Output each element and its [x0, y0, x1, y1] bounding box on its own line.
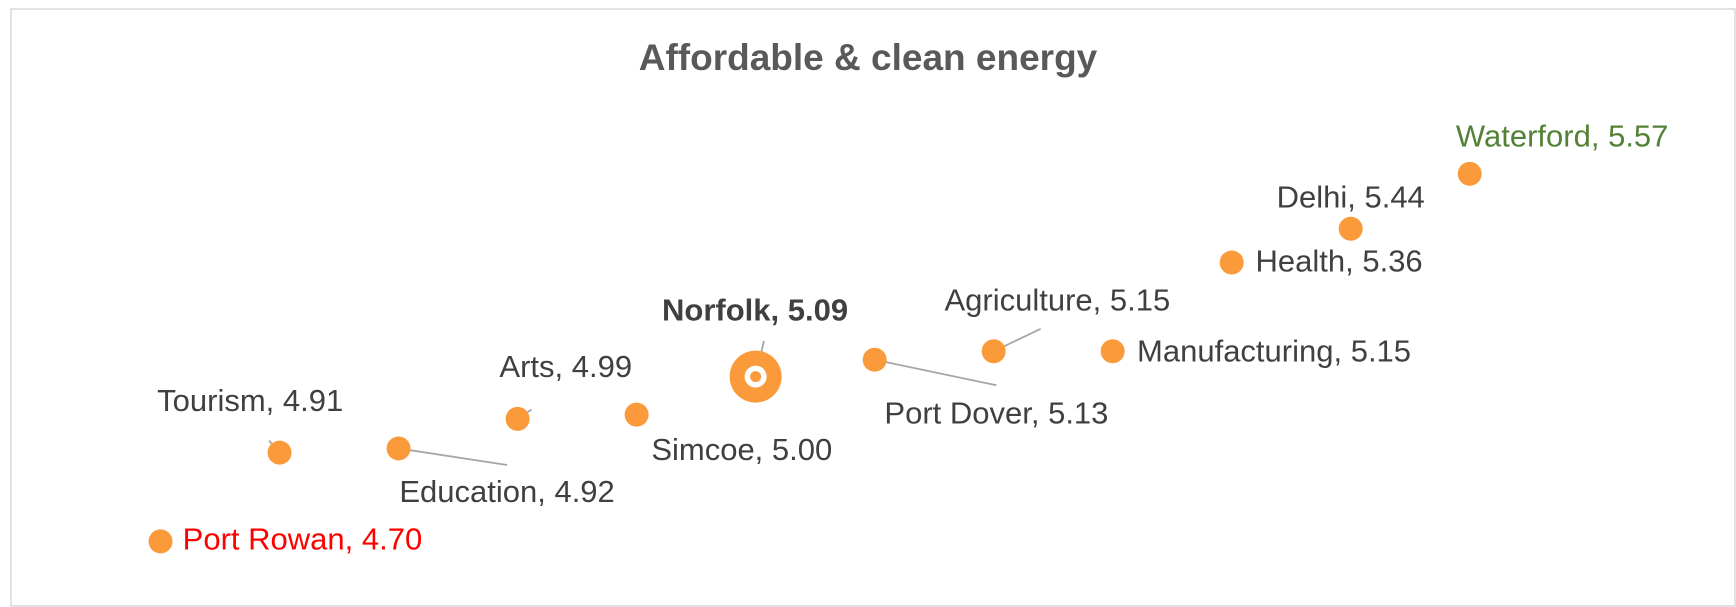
- dot: [1338, 216, 1363, 241]
- dot: [981, 339, 1006, 364]
- leader-line: [874, 358, 997, 387]
- dot: [624, 402, 649, 427]
- data-label: Norfolk, 5.09: [662, 292, 848, 327]
- dot: [505, 406, 530, 431]
- highlight-center: [750, 371, 762, 383]
- chart-frame: [10, 8, 1736, 607]
- dot: [148, 529, 173, 554]
- dot: [1100, 339, 1125, 364]
- data-label: Port Rowan, 4.70: [183, 522, 423, 557]
- data-label: Health, 5.36: [1256, 244, 1423, 279]
- dot: [1219, 250, 1244, 275]
- chart-title: Affordable & clean energy: [639, 37, 1098, 78]
- dot: [862, 347, 887, 372]
- data-label: Simcoe, 5.00: [651, 432, 832, 467]
- data-label: Agriculture, 5.15: [944, 282, 1170, 317]
- data-label: Manufacturing, 5.15: [1137, 333, 1411, 368]
- dot: [267, 440, 292, 465]
- dot: [386, 436, 411, 461]
- data-label: Tourism, 4.91: [157, 383, 343, 418]
- data-label: Arts, 4.99: [499, 349, 632, 384]
- leader-line: [398, 447, 508, 466]
- data-label: Delhi, 5.44: [1277, 179, 1425, 214]
- dot: [1457, 161, 1482, 186]
- data-label: Port Dover, 5.13: [884, 395, 1108, 430]
- data-label: Waterford, 5.57: [1456, 119, 1669, 154]
- data-label: Education, 4.92: [399, 474, 614, 509]
